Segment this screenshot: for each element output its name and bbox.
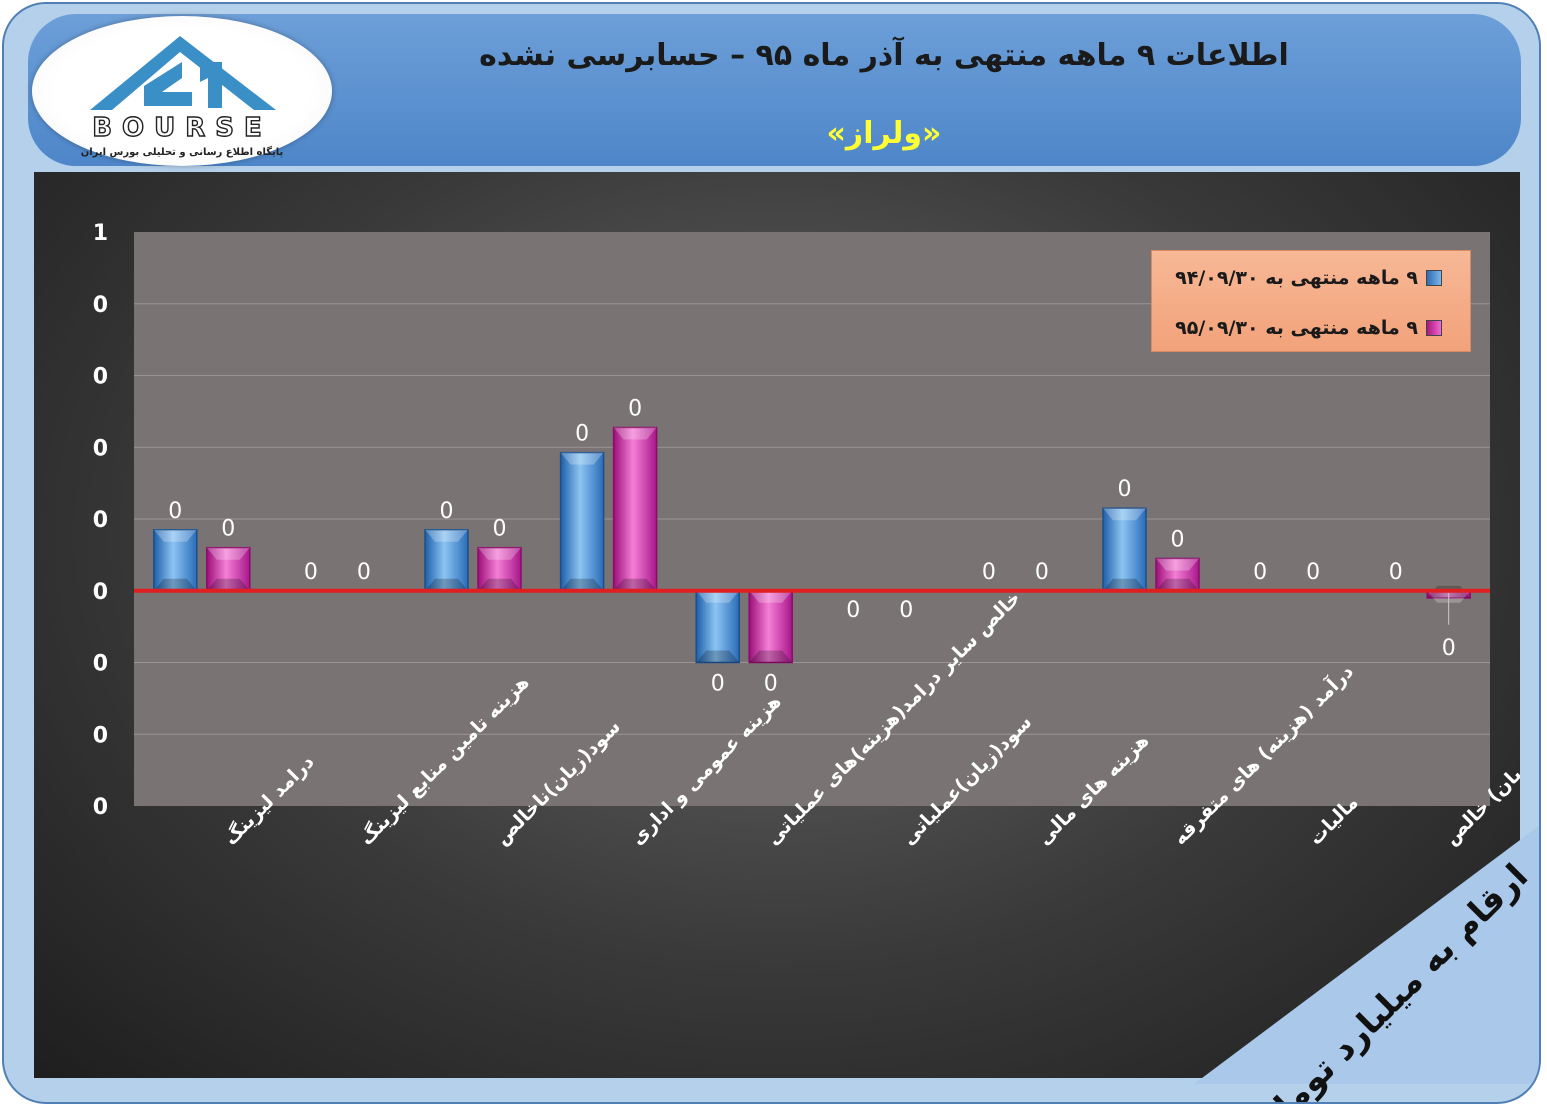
bar-bevel: [1103, 508, 1146, 521]
data-label: 0: [764, 672, 778, 697]
bar-bevel: [153, 578, 197, 591]
units-banner: ارقام به میلیارد تومان: [1194, 825, 1539, 1102]
logo-text: BOURSE: [92, 113, 272, 143]
bar: [695, 590, 740, 664]
data-label: 0: [304, 560, 318, 585]
chart-legend: ۹ ماهه منتهی به ۹۴/۰۹/۳۰ ۹ ماهه منتهی به…: [1151, 250, 1471, 352]
bar: [748, 590, 793, 664]
legend-label-1: ۹ ماهه منتهی به ۹۴/۰۹/۳۰: [1175, 267, 1418, 289]
y-tick-label: 1: [93, 221, 108, 246]
bar-bevel: [425, 529, 468, 542]
bar: [612, 426, 658, 592]
bar-bevel: [1156, 558, 1199, 571]
bar-bevel: [1156, 578, 1199, 591]
bar-bevel: [696, 650, 740, 663]
y-tick-label: 0: [93, 436, 108, 461]
legend-label-2: ۹ ماهه منتهی به ۹۵/۰۹/۳۰: [1175, 317, 1418, 339]
bourse-logo: BOURSE پایگاه اطلاع رسانی و تحلیلی بورس …: [32, 16, 332, 166]
chart-panel: 1 0 0 0 0 0 0 0 0 0 0 0 0 0 0 0 0 0 0 0 0 0 0 0 0 0 0 0 0 درامد لیزین…: [34, 172, 1520, 1078]
bar-bevel: [749, 650, 793, 663]
data-label: 0: [168, 499, 182, 524]
data-label: 0: [982, 560, 996, 585]
y-tick-label: 0: [93, 652, 108, 677]
data-label: 0: [1442, 636, 1456, 661]
company-subtitle: «ولراز»: [826, 116, 942, 151]
logo-tagline: پایگاه اطلاع رسانی و تحلیلی بورس ایران: [81, 145, 284, 158]
y-tick-label: 0: [93, 365, 108, 390]
y-tick-label: 0: [93, 795, 108, 820]
bar-bevel: [425, 578, 468, 591]
bar-bevel: [696, 590, 740, 603]
bar: [153, 529, 198, 592]
legend-item-1: ۹ ماهه منتهی به ۹۴/۰۹/۳۰: [1175, 267, 1442, 289]
bar-bevel: [613, 427, 657, 440]
legend-item-2: ۹ ماهه منتهی به ۹۵/۰۹/۳۰: [1175, 317, 1442, 339]
bar-bevel: [206, 578, 250, 591]
bar: [206, 546, 251, 592]
bar: [424, 529, 469, 592]
bar-bevel: [1103, 578, 1146, 591]
data-label: 0: [628, 397, 642, 422]
bar-bevel: [153, 529, 197, 542]
data-label: 0: [1306, 560, 1320, 585]
data-label: 0: [493, 517, 507, 542]
bar-bevel: [560, 452, 604, 465]
bar-bevel: [478, 578, 521, 591]
bar: [1102, 507, 1147, 592]
bar-bevel: [478, 547, 521, 560]
bar: [477, 546, 522, 592]
bar-bevel: [613, 578, 657, 591]
logo-2-icon: [144, 62, 192, 106]
bar-bevel: [749, 590, 793, 603]
bar-bevel: [206, 547, 250, 560]
logo-roof-icon: [90, 36, 276, 110]
legend-swatch-1: [1426, 270, 1442, 286]
y-tick-label: 0: [93, 508, 108, 533]
bar: [1155, 557, 1200, 592]
data-label: 0: [846, 598, 860, 623]
data-label: 0: [899, 598, 913, 623]
y-tick-label: 0: [93, 580, 108, 605]
legend-swatch-2: [1426, 320, 1442, 336]
data-label: 0: [440, 499, 454, 524]
data-label: 0: [575, 422, 589, 447]
data-label: 0: [1035, 560, 1049, 585]
data-label: 0: [221, 517, 235, 542]
y-tick-label: 0: [93, 723, 108, 748]
page-title: اطلاعات ۹ ماهه منتهی به آذر ماه ۹۵ – حسا…: [479, 38, 1289, 73]
data-label: 0: [357, 560, 371, 585]
y-tick-label: 0: [93, 293, 108, 318]
data-label: 0: [1253, 560, 1267, 585]
bar: [559, 451, 605, 592]
data-label: 0: [1118, 477, 1132, 502]
data-label: 0: [1389, 560, 1403, 585]
bar-bevel: [560, 578, 604, 591]
logo-4-icon: [200, 62, 222, 108]
data-label: 0: [711, 672, 725, 697]
data-label: 0: [1171, 527, 1185, 552]
